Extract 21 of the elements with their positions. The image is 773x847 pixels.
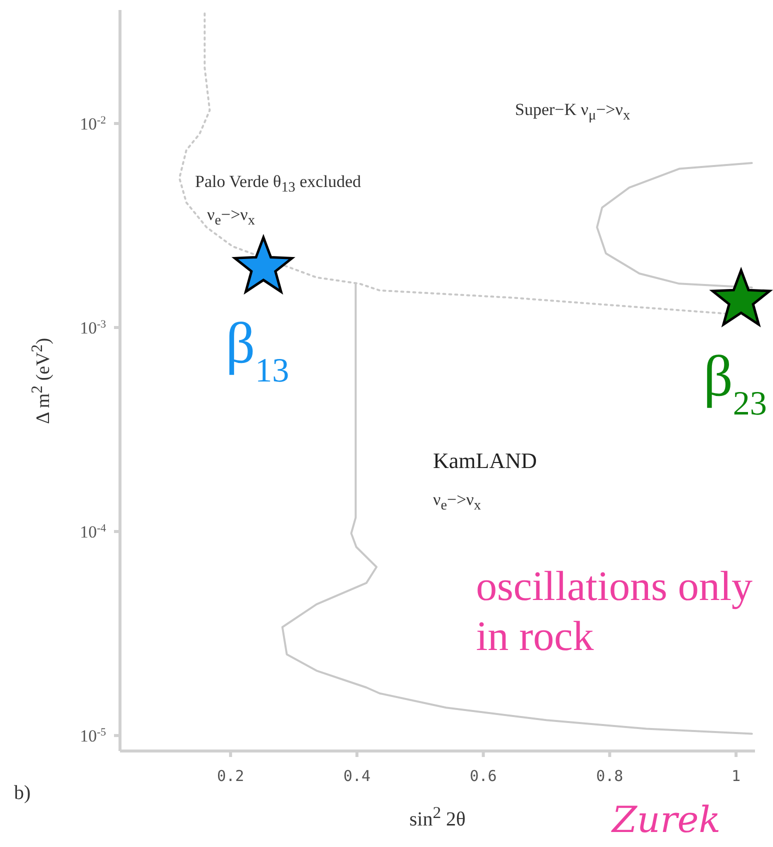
x-axis-title: sin$^{2}$ 2θ (409, 803, 466, 831)
y-tick-label: 10$^{-2}$ (80, 114, 106, 134)
y-tick-label: 10$^{-5}$ (80, 726, 106, 746)
annotation: ν$_{e}$−>ν$_{x}$ (207, 205, 255, 230)
line-series (596, 162, 753, 289)
x-tick-label: 0.6 (470, 767, 497, 785)
x-tick-label: 0.8 (596, 767, 624, 785)
annotation: Super−K ν$_{μ}$−>ν$_{x}$ (515, 100, 630, 124)
y-tick-label: 10$^{-3}$ (80, 318, 106, 338)
annotation: KamLAND (433, 448, 537, 474)
text: Zurek (612, 800, 721, 841)
x-tick-label: 0.4 (343, 767, 370, 785)
x-tick-label: 1 (732, 767, 741, 785)
series-label: β$_{23}$ (703, 343, 767, 422)
x-tick-label: 0.2 (217, 767, 244, 785)
series-label: β$_{13}$ (226, 310, 290, 389)
annotation: ν$_{e}$−>ν$_{x}$ (433, 490, 481, 514)
text: b) (14, 782, 31, 805)
y-tick-label: 10$^{-4}$ (80, 522, 106, 542)
annotation: Palo Verde θ$_{13}$ excluded (195, 172, 361, 196)
annotation: oscillations only in rock (476, 563, 754, 662)
